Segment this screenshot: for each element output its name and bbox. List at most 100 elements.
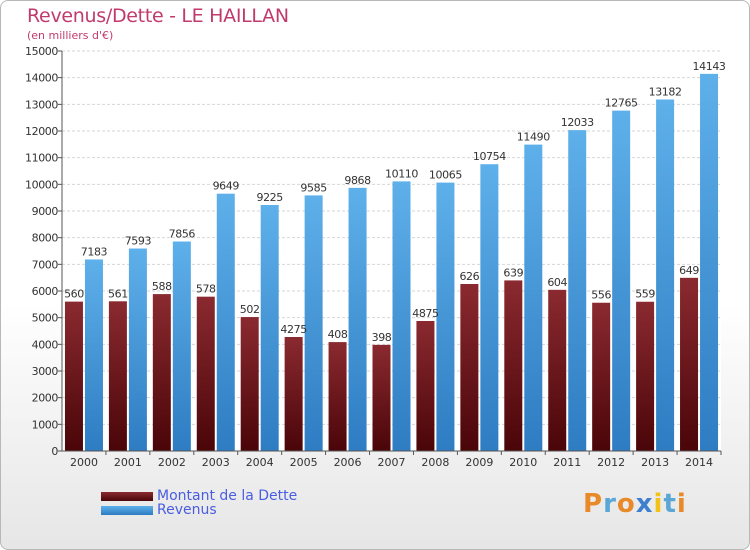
y-tick-label: 4000	[32, 338, 59, 351]
bar-revenus	[700, 73, 719, 451]
data-label-dette: 408	[328, 328, 348, 341]
bar-revenus	[656, 99, 675, 451]
y-tick-label: 1000	[32, 418, 59, 431]
data-label-dette: 559	[635, 288, 655, 301]
bar-revenus	[392, 181, 411, 451]
bar-dette	[284, 337, 303, 451]
bar-revenus	[568, 130, 587, 451]
data-label-revenus: 9225	[256, 191, 283, 204]
logo-letter: x	[635, 489, 654, 519]
chart-title: Revenus/Dette - LE HAILLAN	[27, 5, 289, 27]
data-label-revenus: 9585	[300, 181, 327, 194]
bar-dette	[372, 344, 391, 451]
plot-area	[62, 51, 721, 451]
data-label-revenus: 7593	[125, 235, 152, 248]
bar-dette	[196, 296, 215, 451]
bar-revenus	[436, 182, 455, 451]
bar-dette	[108, 301, 127, 451]
bar-dette	[460, 283, 479, 451]
y-tick-label: 14000	[25, 72, 58, 85]
legend-swatch-revenus	[101, 505, 153, 515]
logo-letter: P	[583, 489, 604, 519]
data-label-revenus: 11490	[517, 131, 550, 144]
y-tick-label: 0	[51, 445, 58, 458]
bar-revenus	[172, 241, 191, 451]
bar-dette	[548, 289, 567, 451]
y-tick-label: 13000	[25, 98, 58, 111]
bar-revenus	[480, 164, 499, 451]
data-label-revenus: 10754	[473, 150, 506, 163]
bar-revenus	[524, 144, 543, 451]
data-label-dette: 4875	[412, 307, 439, 320]
bar-dette	[592, 302, 611, 451]
data-label-revenus: 7856	[169, 228, 196, 241]
data-label-revenus: 10065	[429, 169, 462, 182]
bar-revenus	[304, 195, 323, 451]
bar-revenus	[612, 110, 631, 451]
data-label-dette: 4275	[280, 323, 307, 336]
chart-subtitle: (en milliers d'€)	[27, 29, 114, 42]
data-label-dette: 398	[372, 331, 392, 344]
y-tick-label: 9000	[32, 205, 59, 218]
x-tick-label: 2002	[158, 456, 186, 469]
y-tick-label: 5000	[32, 312, 59, 325]
data-label-dette: 626	[459, 270, 479, 283]
bar-dette	[328, 342, 347, 451]
legend-item-dette: Montant de la Dette	[101, 488, 298, 504]
data-label-revenus: 10110	[385, 167, 418, 180]
x-tick-label: 2009	[465, 456, 493, 469]
y-tick-label: 3000	[32, 365, 59, 378]
data-label-revenus: 14143	[693, 60, 726, 73]
legend-label-revenus: Revenus	[157, 502, 217, 518]
bar-dette	[504, 280, 523, 451]
x-tick-label: 2000	[70, 456, 98, 469]
data-label-dette: 604	[547, 276, 567, 289]
data-label-dette: 588	[152, 280, 172, 293]
x-tick-label: 2006	[334, 456, 362, 469]
data-label-revenus: 13182	[649, 85, 682, 98]
logo-letter: i	[653, 489, 664, 519]
x-tick-label: 2012	[597, 456, 625, 469]
bar-dette	[636, 301, 655, 451]
x-tick-label: 2001	[114, 456, 142, 469]
data-label-revenus: 9649	[213, 180, 240, 193]
legend-swatch-dette	[101, 491, 153, 501]
data-label-dette: 561	[108, 287, 128, 300]
data-label-dette: 649	[679, 264, 699, 277]
data-label-dette: 578	[196, 283, 216, 296]
x-tick-label: 2011	[553, 456, 581, 469]
y-tick-label: 2000	[32, 392, 59, 405]
bar-dette	[240, 317, 259, 451]
x-tick-label: 2005	[290, 456, 318, 469]
bar-dette	[152, 294, 171, 451]
x-tick-label: 2003	[202, 456, 230, 469]
data-label-revenus: 9868	[344, 174, 371, 187]
legend-label-dette: Montant de la Dette	[157, 488, 298, 504]
y-tick-label: 11000	[25, 152, 58, 165]
data-label-dette: 556	[591, 289, 611, 302]
bar-revenus	[128, 248, 147, 451]
x-tick-label: 2008	[421, 456, 449, 469]
data-label-revenus: 7183	[81, 245, 108, 258]
data-label-revenus: 12765	[605, 97, 638, 110]
bar-revenus	[84, 259, 103, 451]
data-label-dette: 502	[240, 303, 260, 316]
bar-revenus	[216, 193, 235, 451]
bar-revenus	[260, 205, 279, 451]
data-label-revenus: 12033	[561, 116, 594, 129]
logo-letter: i	[676, 489, 687, 519]
legend-item-revenus: Revenus	[101, 502, 217, 518]
x-tick-label: 2007	[378, 456, 406, 469]
data-label-dette: 639	[503, 266, 523, 279]
logo-letter: t	[663, 489, 677, 519]
y-tick-label: 15000	[25, 45, 58, 58]
y-tick-label: 10000	[25, 178, 58, 191]
bar-dette	[64, 301, 83, 451]
y-tick-label: 6000	[32, 285, 59, 298]
x-tick-label: 2010	[509, 456, 537, 469]
y-tick-label: 12000	[25, 125, 58, 138]
bar-dette	[680, 277, 699, 451]
y-tick-label: 8000	[32, 232, 59, 245]
